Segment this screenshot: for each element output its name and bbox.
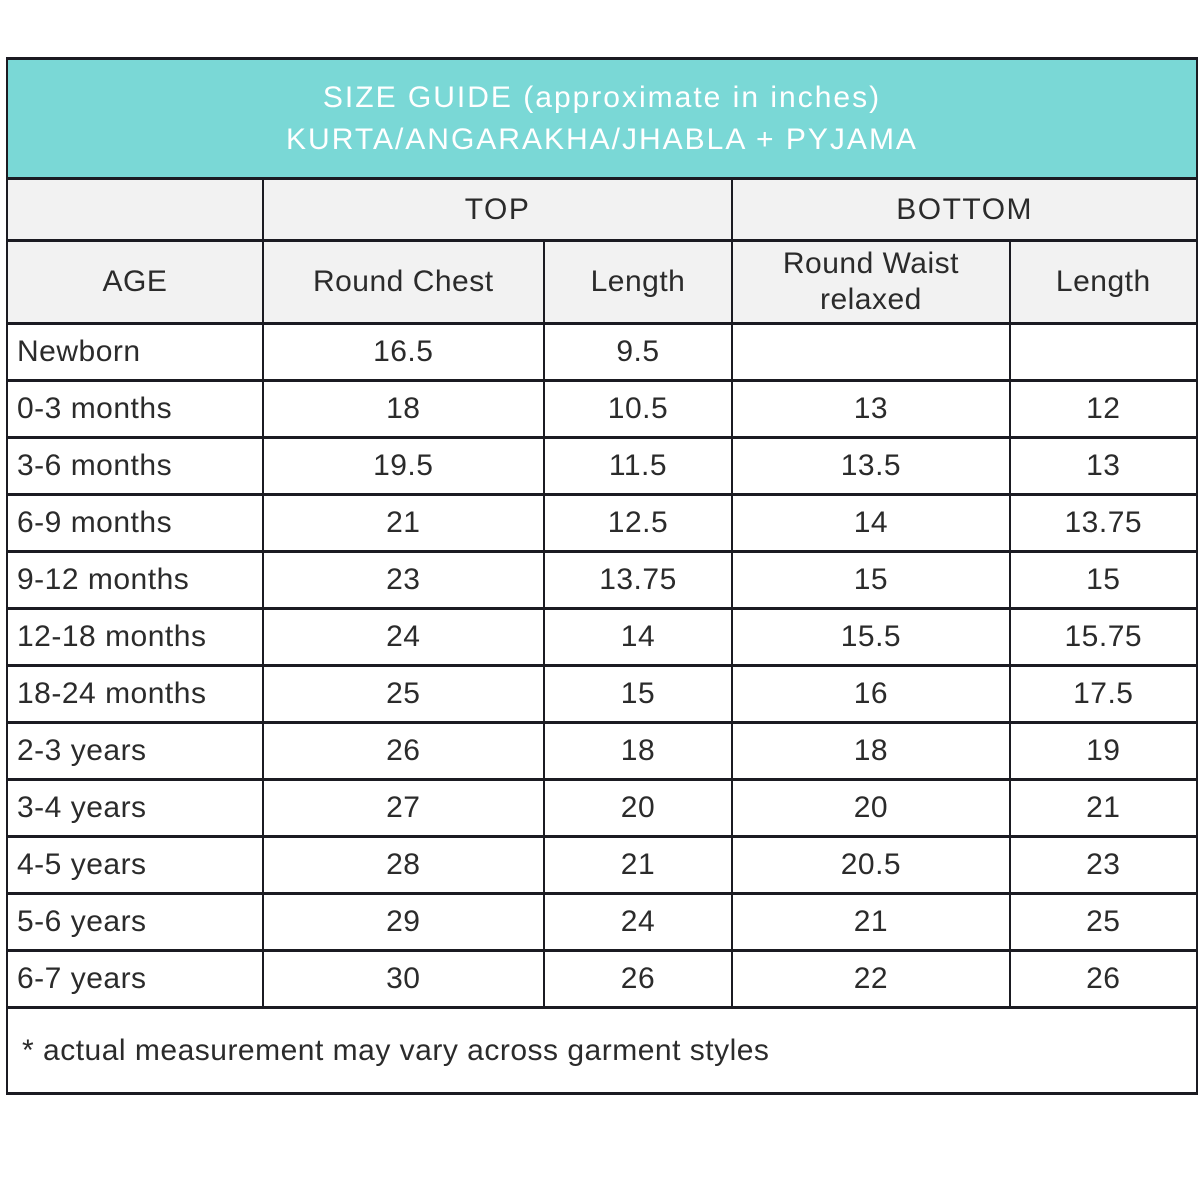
value-cell: 28: [261, 835, 545, 895]
banner-title-line2: KURTA/ANGARAKHA/JHABLA + PYJAMA: [286, 122, 918, 156]
value-cell: 14: [542, 607, 734, 667]
value-cell: 13.75: [542, 550, 734, 610]
age-cell: 6-7 years: [6, 949, 264, 1009]
value-cell: [731, 322, 1011, 382]
value-cell: 25: [261, 664, 545, 724]
value-cell: [1008, 322, 1199, 382]
age-column-header: AGE: [6, 239, 264, 325]
value-cell: 15.5: [731, 607, 1011, 667]
value-cell: 21: [1008, 778, 1199, 838]
value-cell: 13.75: [1008, 493, 1199, 553]
value-cell: 15: [1008, 550, 1199, 610]
value-cell: 16.5: [261, 322, 545, 382]
table-row: 6-7 years 30 26 22 26: [6, 949, 1199, 1009]
group-header-row: TOP BOTTOM: [6, 177, 1198, 242]
value-cell: 25: [1008, 892, 1199, 952]
value-cell: 19: [1008, 721, 1199, 781]
value-cell: 15: [731, 550, 1011, 610]
value-cell: 15.75: [1008, 607, 1199, 667]
age-cell: 4-5 years: [6, 835, 264, 895]
footnote: * actual measurement may vary across gar…: [6, 1006, 1198, 1095]
table-row: Newborn 16.5 9.5: [6, 322, 1199, 382]
value-cell: 10.5: [542, 379, 734, 439]
value-cell: 15: [542, 664, 734, 724]
table-row: 3-4 years 27 20 20 21: [6, 778, 1199, 838]
banner-title-line1: SIZE GUIDE (approximate in inches): [322, 80, 882, 114]
value-cell: 12.5: [542, 493, 734, 553]
age-cell: 2-3 years: [6, 721, 264, 781]
value-cell: 13: [1008, 436, 1199, 496]
value-cell: 17.5: [1008, 664, 1199, 724]
table-row: 18-24 months 25 15 16 17.5: [6, 664, 1199, 724]
value-cell: 13: [731, 379, 1011, 439]
value-cell: 21: [542, 835, 734, 895]
value-cell: 29: [261, 892, 545, 952]
age-cell: 3-6 months: [6, 436, 264, 496]
table-row: 5-6 years 29 24 21 25: [6, 892, 1199, 952]
age-cell: 0-3 months: [6, 379, 264, 439]
table-row: 9-12 months 23 13.75 15 15: [6, 550, 1199, 610]
value-cell: 27: [261, 778, 545, 838]
value-cell: 24: [261, 607, 545, 667]
value-cell: 13.5: [731, 436, 1011, 496]
age-cell: 5-6 years: [6, 892, 264, 952]
round-chest-column-header: Round Chest: [261, 239, 545, 325]
title-banner: SIZE GUIDE (approximate in inches) KURTA…: [6, 57, 1198, 180]
column-header-row: AGE Round Chest Length Round Waist relax…: [6, 239, 1199, 325]
bottom-group-header: BOTTOM: [731, 177, 1198, 242]
value-cell: 9.5: [542, 322, 734, 382]
value-cell: 24: [542, 892, 734, 952]
table-row: 4-5 years 28 21 20.5 23: [6, 835, 1199, 895]
value-cell: 19.5: [261, 436, 545, 496]
value-cell: 11.5: [542, 436, 734, 496]
table-row: 3-6 months 19.5 11.5 13.5 13: [6, 436, 1199, 496]
value-cell: 26: [542, 949, 734, 1009]
value-cell: 30: [261, 949, 545, 1009]
table-row: 6-9 months 21 12.5 14 13.75: [6, 493, 1199, 553]
age-cell: 6-9 months: [6, 493, 264, 553]
value-cell: 21: [731, 892, 1011, 952]
value-cell: 18: [542, 721, 734, 781]
value-cell: 18: [261, 379, 545, 439]
table-row: 2-3 years 26 18 18 19: [6, 721, 1199, 781]
size-guide-table: SIZE GUIDE (approximate in inches) KURTA…: [6, 57, 1199, 1095]
age-cell: 3-4 years: [6, 778, 264, 838]
value-cell: 22: [731, 949, 1011, 1009]
footnote-row: * actual measurement may vary across gar…: [6, 1006, 1198, 1095]
value-cell: 23: [261, 550, 545, 610]
table-row: 12-18 months 24 14 15.5 15.75: [6, 607, 1199, 667]
value-cell: 16: [731, 664, 1011, 724]
round-waist-column-header: Round Waist relaxed: [731, 239, 1011, 325]
age-group-spacer: [6, 177, 264, 242]
value-cell: 12: [1008, 379, 1199, 439]
value-cell: 26: [1008, 949, 1199, 1009]
value-cell: 21: [261, 493, 545, 553]
value-cell: 20.5: [731, 835, 1011, 895]
value-cell: 14: [731, 493, 1011, 553]
value-cell: 20: [731, 778, 1011, 838]
table-body: Newborn 16.5 9.5 0-3 months 18 10.5 13 12 3-6 mo…: [6, 322, 1199, 1009]
value-cell: 23: [1008, 835, 1199, 895]
bottom-length-column-header: Length: [1008, 239, 1199, 325]
top-group-header: TOP: [261, 177, 734, 242]
table-row: 0-3 months 18 10.5 13 12: [6, 379, 1199, 439]
value-cell: 26: [261, 721, 545, 781]
age-cell: Newborn: [6, 322, 264, 382]
age-cell: 9-12 months: [6, 550, 264, 610]
top-length-column-header: Length: [542, 239, 734, 325]
age-cell: 18-24 months: [6, 664, 264, 724]
value-cell: 20: [542, 778, 734, 838]
value-cell: 18: [731, 721, 1011, 781]
age-cell: 12-18 months: [6, 607, 264, 667]
banner-row: SIZE GUIDE (approximate in inches) KURTA…: [6, 57, 1198, 180]
